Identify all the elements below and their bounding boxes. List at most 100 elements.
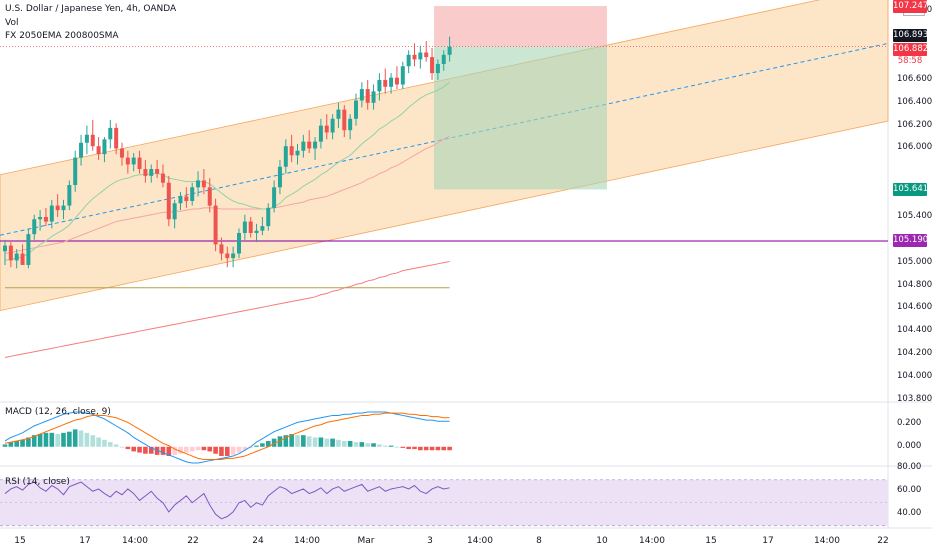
candle-body	[61, 205, 66, 211]
macd-axis-label: 0.200	[897, 417, 922, 428]
candle-body	[283, 146, 288, 167]
rsi-axis-label: 60.00	[897, 485, 922, 496]
candle-body	[371, 91, 376, 103]
candle-body	[365, 89, 370, 103]
price-axis-label: 106.600	[897, 73, 932, 84]
time-axis-label: 17	[79, 536, 91, 546]
time-axis-label: 22	[877, 536, 889, 546]
macd-histogram-bar	[312, 437, 318, 447]
price-axis-label: 106.200	[897, 119, 932, 130]
time-axis-label: 8	[536, 536, 542, 546]
time-axis-label: 22	[187, 536, 199, 546]
rsi-line	[4, 481, 450, 520]
macd-signal-line	[4, 412, 450, 461]
macd-histogram-bar	[96, 437, 101, 447]
macd-histogram-bar	[160, 446, 166, 455]
price-axis-label: 106.400	[897, 96, 932, 107]
macd-histogram-bar	[90, 435, 96, 447]
macd-histogram-bar	[43, 432, 49, 447]
rsi-legend[interactable]: RSI (14, close)	[5, 477, 70, 487]
macd-histogram-bar	[55, 434, 60, 447]
candle-body	[418, 52, 423, 60]
candle-body	[342, 109, 347, 131]
time-axis-label: 14:00	[122, 536, 148, 546]
time-axis-label: Mar	[357, 536, 375, 546]
macd-histogram-bar	[359, 442, 365, 447]
candle-body	[277, 166, 282, 188]
candle-body	[73, 157, 78, 186]
candle-body	[14, 253, 19, 261]
macd-histogram-bar	[84, 432, 90, 447]
macd-histogram-bar	[72, 429, 78, 447]
price-axis-label: 104.400	[897, 325, 932, 336]
macd-histogram-bar	[49, 432, 55, 447]
candle-body	[400, 66, 405, 85]
candle-body	[313, 141, 318, 149]
macd-histogram-bar	[423, 446, 429, 451]
rsi-axis-label: 80.00	[897, 462, 922, 473]
candle-body	[330, 118, 335, 133]
macd-histogram-bar	[260, 443, 265, 447]
macd-histogram-bar	[178, 446, 183, 454]
candle-body	[20, 253, 25, 265]
macd-histogram-bar	[406, 446, 411, 450]
time-axis-label: 15	[705, 536, 717, 546]
macd-histogram-bar	[225, 446, 230, 457]
candle-body	[84, 134, 89, 143]
macd-histogram-bar	[31, 435, 37, 447]
time-axis-label: 3	[427, 536, 433, 546]
macd-histogram-bar	[137, 446, 142, 453]
macd-histogram-bar	[265, 440, 271, 447]
macd-histogram-bar	[2, 444, 8, 447]
macd-histogram-bar	[37, 434, 43, 447]
candle-body	[160, 173, 165, 183]
macd-histogram-bar	[301, 435, 306, 447]
price-axis-label: 106.000	[897, 142, 932, 153]
volume-legend[interactable]: Vol	[5, 18, 19, 28]
macd-line	[4, 411, 450, 464]
candle-body	[201, 180, 206, 188]
macd-histogram-bar	[418, 446, 423, 451]
candle-body	[441, 54, 446, 64]
price-axis-label: 105.400	[897, 210, 932, 221]
channel-midline	[0, 42, 889, 236]
candle-body	[318, 125, 323, 142]
price-axis-label: 103.800	[897, 393, 932, 404]
macd-histogram-bar	[306, 436, 312, 447]
macd-histogram-bar	[184, 446, 189, 453]
macd-histogram-bar	[242, 446, 248, 451]
candle-body	[184, 196, 189, 201]
candle-body	[114, 127, 119, 149]
macd-histogram-bar	[189, 446, 195, 452]
macd-histogram-bar	[61, 432, 66, 447]
macd-histogram-bar	[353, 442, 359, 447]
candle-body	[383, 79, 388, 87]
macd-legend[interactable]: MACD (12, 26, close, 9)	[5, 407, 111, 417]
symbol-title[interactable]: U.S. Dollar / Japanese Yen, 4h, OANDA	[5, 4, 177, 14]
bar-countdown: 58:58	[897, 55, 923, 66]
moving-average-legend[interactable]: FX 2050EMA 200800SMA	[5, 31, 119, 41]
candle-body	[155, 169, 160, 174]
ema-50-line	[4, 135, 450, 255]
macd-histogram-bar	[254, 445, 259, 447]
macd-histogram-bar	[154, 446, 160, 455]
candle-body	[131, 157, 136, 165]
price-axis-label: 104.600	[897, 302, 932, 313]
candle-body	[137, 157, 142, 170]
time-axis-label: 14:00	[467, 536, 493, 546]
macd-histogram-bar	[108, 442, 113, 447]
candle-body	[295, 150, 300, 156]
macd-histogram-bar	[394, 446, 400, 448]
candle-body	[377, 79, 382, 92]
candle-body	[354, 100, 358, 119]
candle-body	[172, 203, 177, 220]
macd-histogram-bar	[271, 438, 277, 447]
macd-histogram-bar	[236, 446, 242, 453]
candle-body	[67, 185, 72, 206]
candle-body	[435, 63, 440, 74]
candle-body	[272, 187, 277, 208]
macd-histogram-bar	[400, 446, 406, 448]
rsi-axis-label: 40.00	[897, 508, 922, 519]
